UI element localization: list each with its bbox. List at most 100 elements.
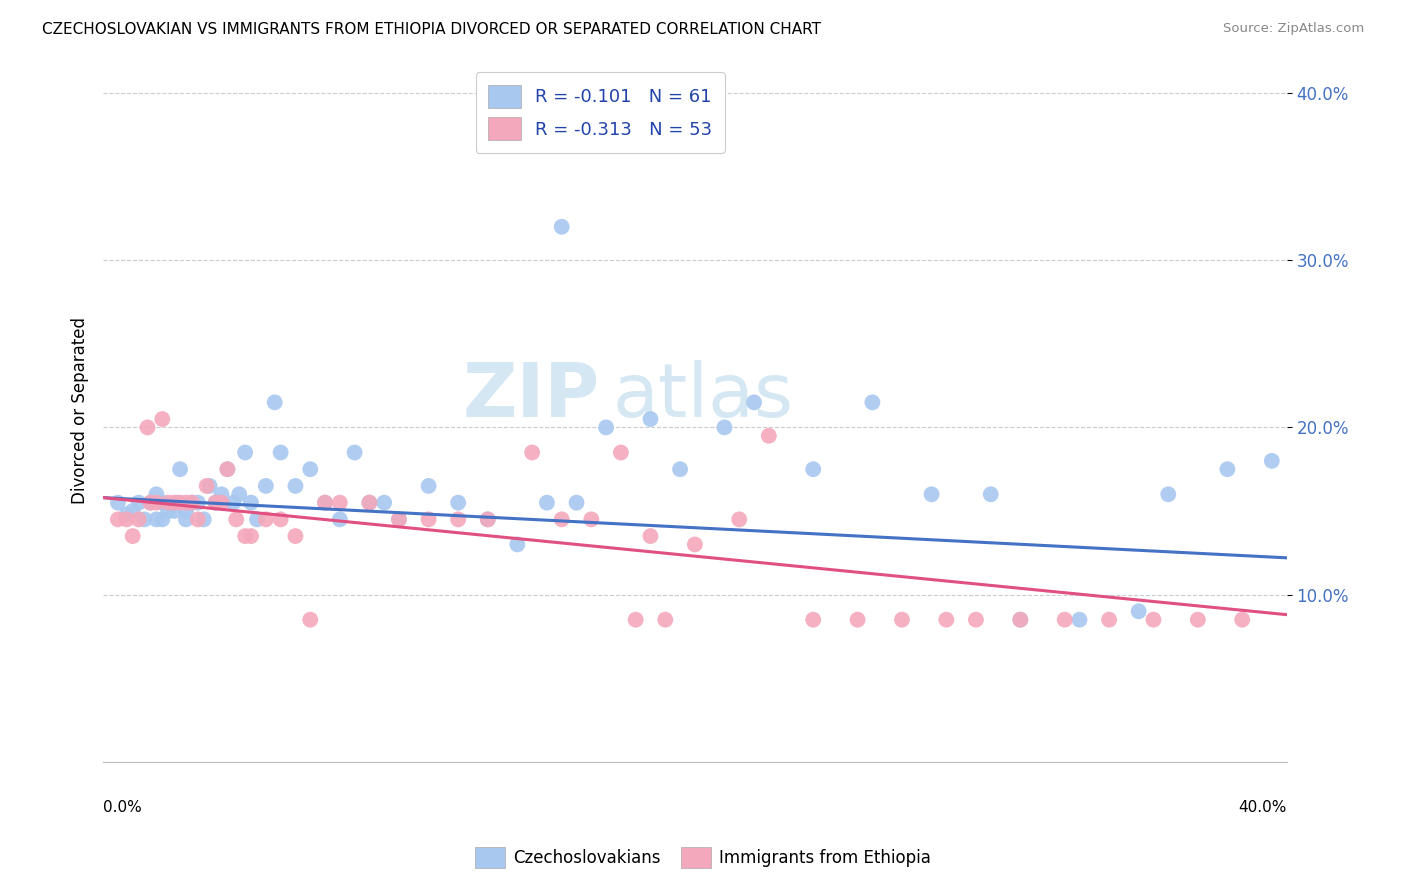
Point <box>145 496 167 510</box>
Point <box>506 537 529 551</box>
Point <box>187 496 209 510</box>
Text: 0.0%: 0.0% <box>103 800 142 815</box>
Point <box>477 512 499 526</box>
Point <box>246 512 269 526</box>
Point <box>314 496 336 510</box>
Point <box>1010 613 1032 627</box>
Point <box>801 613 824 627</box>
Point <box>284 479 307 493</box>
Text: atlas: atlas <box>612 360 793 434</box>
Point <box>329 496 352 510</box>
Point <box>198 479 221 493</box>
Text: CZECHOSLOVAKIAN VS IMMIGRANTS FROM ETHIOPIA DIVORCED OR SEPARATED CORRELATION CH: CZECHOSLOVAKIAN VS IMMIGRANTS FROM ETHIO… <box>42 22 821 37</box>
Point <box>1069 613 1091 627</box>
Point <box>1157 487 1180 501</box>
Point <box>157 504 180 518</box>
Point <box>195 479 218 493</box>
Point <box>299 462 322 476</box>
Point <box>217 462 239 476</box>
Point <box>233 445 256 459</box>
Point <box>1128 604 1150 618</box>
Point <box>193 512 215 526</box>
Point <box>980 487 1002 501</box>
Y-axis label: Divorced or Separated: Divorced or Separated <box>72 318 89 504</box>
Point <box>801 462 824 476</box>
Point <box>254 512 277 526</box>
Point <box>1010 613 1032 627</box>
Point <box>758 429 780 443</box>
Point <box>728 512 751 526</box>
Point <box>217 462 239 476</box>
Point <box>418 479 440 493</box>
Legend: Czechoslovakians, Immigrants from Ethiopia: Czechoslovakians, Immigrants from Ethiop… <box>468 840 938 875</box>
Point <box>1053 613 1076 627</box>
Point <box>860 395 883 409</box>
Point <box>150 496 173 510</box>
Point <box>134 512 156 526</box>
Point <box>157 496 180 510</box>
Point <box>373 496 395 510</box>
Point <box>640 412 662 426</box>
Point <box>240 529 263 543</box>
Point <box>121 504 143 518</box>
Point <box>204 496 226 510</box>
Point <box>211 487 233 501</box>
Point <box>150 412 173 426</box>
Point <box>935 613 957 627</box>
Point <box>610 445 633 459</box>
Point <box>921 487 943 501</box>
Point <box>418 512 440 526</box>
Point <box>240 496 263 510</box>
Point <box>581 512 603 526</box>
Point <box>187 512 209 526</box>
Point <box>174 512 197 526</box>
Point <box>683 537 706 551</box>
Text: 40.0%: 40.0% <box>1239 800 1286 815</box>
Point <box>115 508 138 522</box>
Point <box>145 512 167 526</box>
Point <box>299 613 322 627</box>
Point <box>211 496 233 510</box>
Point <box>174 496 197 510</box>
Point <box>139 496 162 510</box>
Point <box>551 512 574 526</box>
Point <box>169 462 191 476</box>
Point <box>477 512 499 526</box>
Point <box>222 496 245 510</box>
Point <box>263 395 285 409</box>
Point <box>284 529 307 543</box>
Point <box>314 496 336 510</box>
Point <box>388 512 411 526</box>
Point <box>359 496 381 510</box>
Point <box>640 529 662 543</box>
Point <box>447 512 470 526</box>
Point <box>128 512 150 526</box>
Point <box>1142 613 1164 627</box>
Text: Source: ZipAtlas.com: Source: ZipAtlas.com <box>1223 22 1364 36</box>
Point <box>1261 454 1284 468</box>
Point <box>228 487 250 501</box>
Point <box>254 479 277 493</box>
Point <box>270 445 292 459</box>
Point <box>846 613 869 627</box>
Point <box>565 496 588 510</box>
Point <box>225 512 247 526</box>
Point <box>742 395 765 409</box>
Point <box>270 512 292 526</box>
Point <box>233 529 256 543</box>
Point <box>115 512 138 526</box>
Point <box>174 504 197 518</box>
Point <box>204 496 226 510</box>
Point <box>551 219 574 234</box>
Point <box>128 496 150 510</box>
Point <box>139 496 162 510</box>
Point <box>166 496 188 510</box>
Point <box>595 420 617 434</box>
Point <box>447 496 470 510</box>
Text: ZIP: ZIP <box>463 360 600 434</box>
Point <box>180 496 202 510</box>
Point <box>1187 613 1209 627</box>
Point <box>107 512 129 526</box>
Point <box>359 496 381 510</box>
Point <box>654 613 676 627</box>
